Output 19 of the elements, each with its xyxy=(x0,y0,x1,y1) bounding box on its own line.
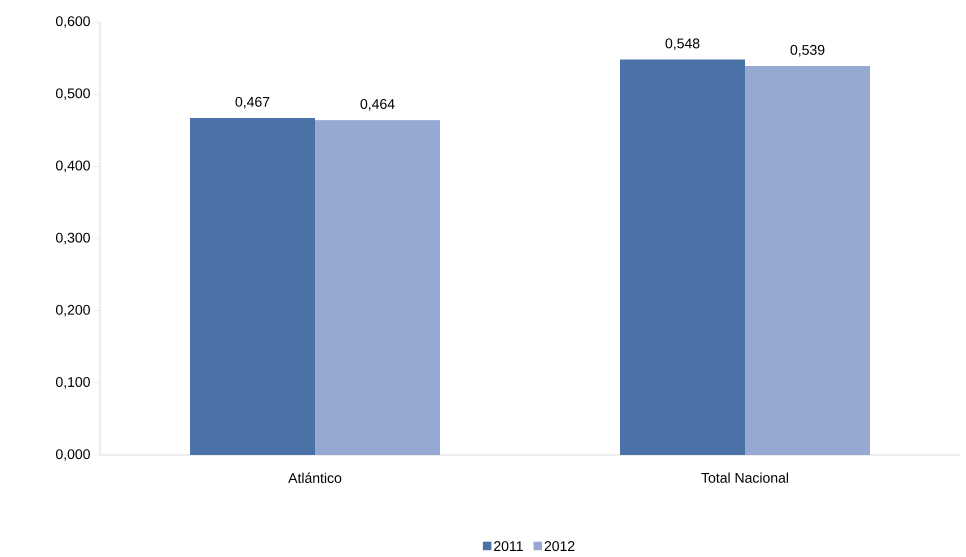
y-tick-label: 0,400 xyxy=(56,160,90,172)
y-tick-label: 0,600 xyxy=(56,16,90,28)
bar xyxy=(745,66,870,455)
data-label: 0,548 xyxy=(666,38,700,50)
legend-label: 2011 xyxy=(494,541,523,552)
bar xyxy=(190,118,316,455)
x-tick-label: Atlántico xyxy=(288,472,342,483)
y-tick-label: 0,200 xyxy=(56,304,90,316)
y-tick-label: 0,000 xyxy=(56,449,90,461)
data-label: 0,467 xyxy=(236,96,270,108)
bar xyxy=(315,120,440,455)
legend-label: 2012 xyxy=(544,541,574,552)
y-tick-label: 0,100 xyxy=(56,377,90,389)
x-tick-label: Total Nacional xyxy=(701,472,788,483)
data-label: 0,464 xyxy=(360,99,395,111)
data-label: 0,539 xyxy=(790,44,824,57)
y-tick-label: 0,300 xyxy=(56,232,90,244)
y-tick-label: 0,500 xyxy=(56,88,90,100)
bar xyxy=(620,60,746,455)
